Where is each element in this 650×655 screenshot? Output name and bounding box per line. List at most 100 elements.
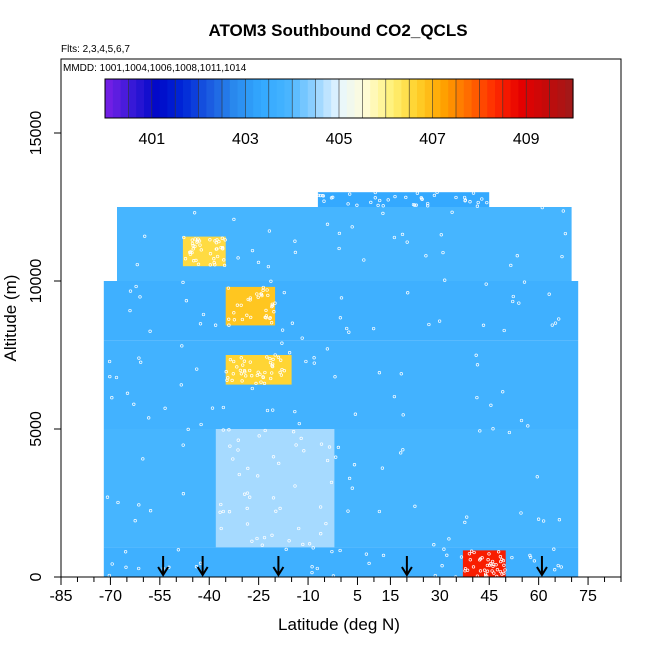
colorbar-tick-label: 405 — [326, 131, 353, 148]
sample-point — [502, 563, 506, 567]
sample-point — [353, 412, 358, 416]
sample-point — [302, 449, 306, 453]
sample-point — [553, 568, 557, 572]
sample-point — [181, 280, 185, 285]
sample-point — [424, 254, 428, 258]
sample-point — [485, 200, 489, 205]
x-axis-label: Latitude (deg N) — [278, 615, 400, 634]
sample-point — [244, 374, 248, 378]
sample-point — [262, 535, 267, 540]
sample-point — [526, 424, 530, 428]
colorbar-segment — [190, 79, 200, 118]
sample-point — [148, 329, 152, 333]
sample-point — [329, 196, 334, 200]
sample-point — [123, 550, 128, 554]
sample-point — [454, 195, 458, 200]
colorbar-segment — [276, 79, 285, 118]
sample-point — [321, 194, 326, 198]
sample-point — [138, 295, 142, 299]
sample-point — [250, 248, 255, 253]
sample-point — [182, 235, 186, 240]
sample-point — [507, 430, 512, 435]
sample-point — [325, 347, 330, 351]
sample-point — [231, 372, 235, 376]
sample-point — [476, 200, 480, 205]
colorbar-segment — [315, 79, 324, 118]
sample-point — [325, 222, 330, 226]
sample-point — [259, 380, 263, 384]
colorbar-tick-label: 409 — [513, 131, 540, 148]
colorbar-tick-label: 403 — [232, 131, 259, 148]
sample-point — [522, 280, 527, 284]
sample-point — [463, 567, 468, 571]
sample-point — [432, 193, 437, 198]
sample-point — [221, 428, 225, 432]
sample-point — [319, 532, 323, 536]
sample-point — [133, 519, 137, 523]
sample-point — [463, 199, 467, 203]
sample-point — [267, 229, 272, 233]
sample-point — [191, 247, 195, 251]
sample-point — [492, 571, 496, 575]
colorbar-segment — [479, 79, 488, 118]
sample-point — [318, 193, 322, 198]
sample-point — [469, 549, 474, 553]
sample-point — [482, 568, 487, 572]
sample-point — [401, 448, 405, 452]
sample-point — [270, 364, 274, 368]
chart-title: ATOM3 Southbound CO2_QCLS — [208, 21, 467, 40]
sample-point — [272, 310, 276, 314]
sample-point — [114, 375, 119, 380]
sample-point — [311, 546, 315, 550]
sample-point — [498, 555, 503, 559]
sample-point — [134, 284, 138, 289]
sample-point — [232, 318, 237, 322]
sample-point — [248, 298, 252, 302]
y-axis-label: Altitude (m) — [1, 275, 20, 362]
x-tick-label: -55 — [148, 588, 171, 605]
sample-point — [263, 370, 267, 375]
sample-point — [557, 518, 562, 522]
sample-point — [445, 553, 449, 557]
sample-point — [270, 304, 274, 309]
sample-point — [541, 519, 546, 523]
sample-point — [180, 344, 184, 348]
sample-point — [248, 296, 253, 300]
colorbar-segment — [183, 79, 192, 118]
sample-point — [110, 396, 114, 400]
sample-point — [299, 436, 303, 441]
sample-point — [376, 203, 380, 208]
sample-point — [250, 374, 254, 378]
sample-point — [536, 517, 541, 521]
flight-arrow — [401, 556, 413, 577]
sample-point — [245, 491, 250, 495]
sample-point — [405, 240, 409, 244]
sample-point — [293, 239, 297, 243]
sample-point — [258, 372, 262, 376]
sample-point — [222, 258, 226, 262]
sample-point — [339, 296, 344, 300]
sample-point — [271, 455, 276, 459]
sample-point — [227, 510, 232, 514]
sample-point — [465, 515, 469, 519]
sample-point — [225, 378, 229, 382]
sample-point — [137, 566, 141, 571]
sample-point — [316, 193, 321, 198]
sample-point — [440, 564, 444, 568]
sample-point — [245, 506, 249, 511]
colorbar-segment — [448, 79, 457, 118]
sample-point — [276, 355, 281, 359]
colorbar-segment — [214, 79, 223, 118]
sample-point — [256, 260, 261, 265]
sample-point — [293, 409, 297, 414]
sample-point — [310, 565, 314, 569]
sample-point — [528, 555, 533, 559]
sample-point — [553, 321, 558, 325]
sample-point — [213, 263, 217, 267]
sample-point — [478, 569, 483, 573]
sample-point — [325, 458, 330, 463]
sample-point — [338, 316, 343, 320]
sample-point — [467, 552, 472, 556]
flight-arrow — [196, 556, 209, 577]
flight-arrow-head — [157, 566, 169, 577]
